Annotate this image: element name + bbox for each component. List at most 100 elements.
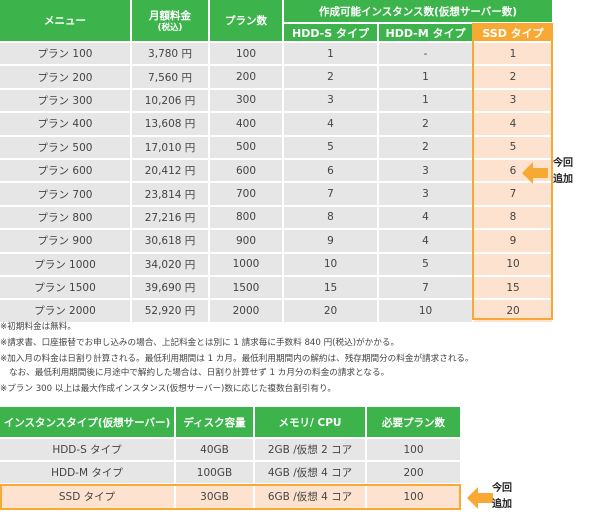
cell-fee: 13,608 円 (132, 113, 208, 135)
note-prorate-cont: なお、最低利用期間後に月途中で解約した場合は、日割り計算せず 1 カ月分の料金の… (9, 367, 390, 378)
cell-menu: プラン 700 (0, 183, 130, 205)
cell-ssd: 4 (474, 113, 552, 135)
cell-plans: 100 (210, 43, 282, 65)
cell-hdd-m: 4 (379, 206, 472, 229)
cell-fee: 10,206 円 (132, 89, 208, 112)
header-monthly-fee-note: (税込) (157, 23, 183, 33)
cell-hdd-s: 1 (284, 43, 377, 65)
cell-ssd: 2 (474, 66, 552, 88)
table-row: プラン 600 20,412 円 600 6 3 6 (0, 159, 552, 182)
cell-hdd-s: 20 (284, 300, 377, 322)
cell-hdd-m: 1 (379, 66, 472, 88)
cell-hdd-m: 2 (379, 113, 472, 135)
cell-hdd-m: 1 (379, 89, 472, 112)
cell-ssd: 5 (474, 136, 552, 158)
note-initial-fee: ※初期料金は無料。 (0, 322, 76, 332)
cell-menu: プラン 1000 (0, 253, 130, 275)
cell-fee: 34,020 円 (132, 253, 208, 275)
cell-plans: 400 (210, 113, 282, 135)
cell-fee: 3,780 円 (132, 43, 208, 65)
cell-disk: 100GB (176, 462, 253, 483)
cell-ssd: 1 (474, 43, 552, 65)
cell-hdd-s: 10 (284, 253, 377, 275)
header-required-plans: 必要プラン数 (367, 407, 460, 437)
new-addition-line2: 追加 (553, 174, 573, 185)
cell-plans: 700 (210, 183, 282, 205)
header-menu: メニュー (0, 0, 130, 41)
table-row: プラン 1000 34,020 円 1000 10 5 10 (0, 253, 552, 275)
header-memory-cpu: メモリ/ CPU (255, 407, 365, 437)
arrow-left-icon (467, 487, 493, 509)
cell-type: HDD-M タイプ (0, 462, 174, 483)
cell-plans: 600 (210, 159, 282, 182)
table-row: プラン 1500 39,690 円 1500 15 7 15 (0, 276, 552, 299)
cell-hdd-m: - (379, 43, 472, 65)
new-addition-label: 今回 追加 (553, 156, 573, 188)
cell-ssd: 9 (474, 230, 552, 252)
cell-required: 100 (367, 439, 460, 460)
table-row: HDD-M タイプ 100GB 4GB /仮想 4 コア 200 (0, 462, 460, 483)
header-monthly-fee-label: 月額料金 (149, 10, 191, 22)
note-invoice-fee: ※請求書、口座振替でお申し込みの場合、上記料金とは別に 1 請求毎に手数料 84… (0, 338, 400, 348)
cell-type: HDD-S タイプ (0, 439, 174, 460)
cell-plans: 1000 (210, 253, 282, 275)
cell-required: 100 (367, 485, 460, 508)
cell-ssd: 20 (474, 300, 552, 322)
header-hdd-s: HDD-S タイプ (284, 24, 377, 41)
cell-plans: 900 (210, 230, 282, 252)
header-plan-count: プラン数 (210, 0, 282, 41)
instance-type-table: インスタンスタイプ(仮想サーバー) ディスク容量 メモリ/ CPU 必要プラン数… (0, 405, 462, 510)
cell-hdd-m: 4 (379, 230, 472, 252)
cell-hdd-s: 6 (284, 159, 377, 182)
table-row: プラン 2000 52,920 円 2000 20 10 20 (0, 300, 552, 322)
cell-plans: 1500 (210, 276, 282, 299)
header-ssd: SSD タイプ (474, 24, 552, 41)
cell-disk: 40GB (176, 439, 253, 460)
plan-pricing-table: メニュー 月額料金 (税込) プラン数 作成可能インスタンス数(仮想サーバー数)… (0, 0, 552, 322)
header-monthly-fee: 月額料金 (税込) (132, 0, 208, 41)
cell-memory-cpu: 2GB /仮想 2 コア (255, 439, 365, 460)
cell-hdd-s: 4 (284, 113, 377, 135)
cell-menu: プラン 200 (0, 66, 130, 88)
cell-plans: 500 (210, 136, 282, 158)
cell-ssd: 3 (474, 89, 552, 112)
cell-hdd-m: 10 (379, 300, 472, 322)
cell-required: 200 (367, 462, 460, 483)
cell-disk: 30GB (176, 485, 253, 508)
cell-fee: 20,412 円 (132, 159, 208, 182)
cell-hdd-m: 2 (379, 136, 472, 158)
cell-fee: 23,814 円 (132, 183, 208, 205)
cell-fee: 17,010 円 (132, 136, 208, 158)
cell-ssd: 15 (474, 276, 552, 299)
table-row-ssd: SSD タイプ 30GB 6GB /仮想 4 コア 100 (0, 485, 460, 508)
table-row: プラン 100 3,780 円 100 1 - 1 (0, 43, 552, 65)
cell-hdd-m: 7 (379, 276, 472, 299)
new-addition-label: 今回 追加 (492, 481, 512, 513)
table-row: HDD-S タイプ 40GB 2GB /仮想 2 コア 100 (0, 439, 460, 460)
cell-fee: 52,920 円 (132, 300, 208, 322)
cell-hdd-s: 8 (284, 206, 377, 229)
cell-menu: プラン 900 (0, 230, 130, 252)
header-disk: ディスク容量 (176, 407, 253, 437)
cell-menu: プラン 600 (0, 159, 130, 182)
cell-hdd-m: 5 (379, 253, 472, 275)
cell-menu: プラン 300 (0, 89, 130, 112)
cell-menu: プラン 800 (0, 206, 130, 229)
cell-hdd-s: 15 (284, 276, 377, 299)
header-hdd-m: HDD-M タイプ (379, 24, 472, 41)
cell-menu: プラン 400 (0, 113, 130, 135)
table-row: プラン 400 13,608 円 400 4 2 4 (0, 113, 552, 135)
table-row: プラン 500 17,010 円 500 5 2 5 (0, 136, 552, 158)
cell-type: SSD タイプ (0, 485, 174, 508)
note-prorate: ※加入月の料金は日割り計算される。最低利用期間は 1 カ月。最低利用期間内の解約… (0, 354, 474, 364)
cell-fee: 27,216 円 (132, 206, 208, 229)
cell-hdd-s: 9 (284, 230, 377, 252)
cell-hdd-m: 3 (379, 159, 472, 182)
cell-memory-cpu: 4GB /仮想 4 コア (255, 462, 365, 483)
cell-menu: プラン 500 (0, 136, 130, 158)
cell-ssd: 7 (474, 183, 552, 205)
note-discount: ※プラン 300 以上は最大作成インスタンス(仮想サーバー)数に応じた複数台割引… (0, 383, 336, 394)
table-row: プラン 800 27,216 円 800 8 4 8 (0, 206, 552, 229)
cell-menu: プラン 100 (0, 43, 130, 65)
cell-menu: プラン 1500 (0, 276, 130, 299)
